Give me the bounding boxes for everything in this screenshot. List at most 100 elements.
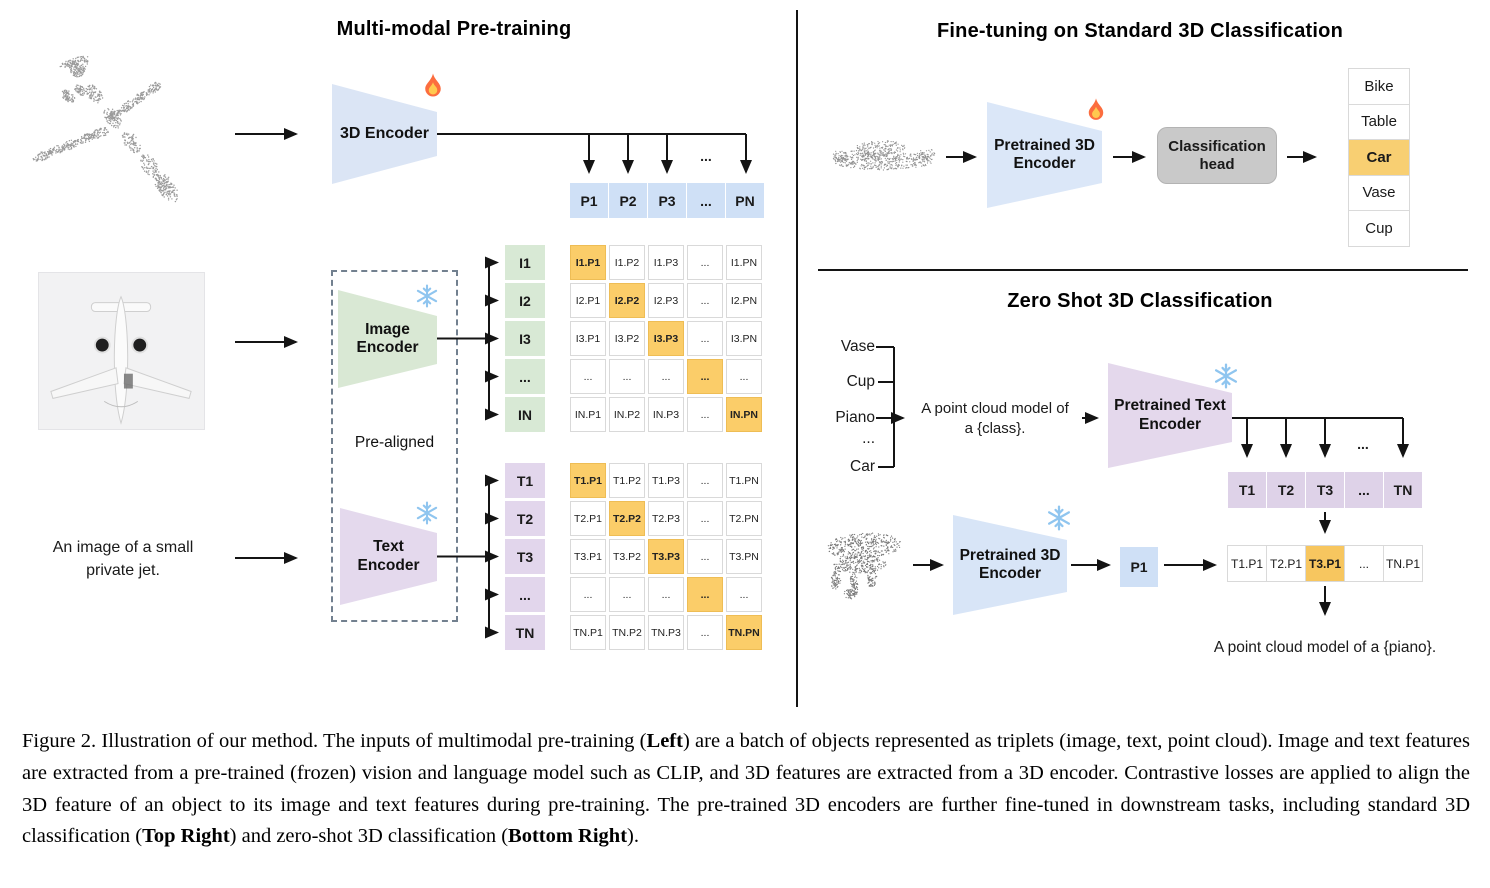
pretrained-3d-encoder-finetune: Pretrained 3D Encoder bbox=[987, 102, 1102, 208]
pretrained-text-encoder-line1: Pretrained Text bbox=[1114, 397, 1226, 415]
similarity-cell: T1.P2 bbox=[609, 463, 645, 498]
jet-drawing bbox=[50, 295, 192, 425]
zs-3d-encoder-line1: Pretrained 3D bbox=[959, 546, 1061, 564]
caption-segment: ). bbox=[627, 825, 639, 848]
similarity-cell: I1.P3 bbox=[648, 245, 684, 280]
snowflake-icon bbox=[415, 501, 439, 525]
zs-class-bracket bbox=[876, 346, 905, 468]
text-feature-cell: T2 bbox=[505, 501, 545, 536]
image-feature-cell: I1 bbox=[505, 245, 545, 280]
zs-class-car: Car bbox=[850, 458, 875, 475]
zs-similarity-cell: T1.P1 bbox=[1228, 546, 1266, 581]
similarity-cell: ... bbox=[726, 577, 762, 612]
jet-wing-right bbox=[123, 367, 192, 399]
similarity-cell: I3.P3 bbox=[648, 321, 684, 356]
p-feature-cell: P3 bbox=[648, 183, 686, 218]
similarity-cell: TN.P1 bbox=[570, 615, 606, 650]
text-encoder-label-line2: Encoder bbox=[357, 556, 420, 574]
similarity-cell: ... bbox=[648, 577, 684, 612]
zs-text-feature-cell: T1 bbox=[1228, 472, 1266, 508]
caption-bold-segment: Top Right bbox=[142, 825, 230, 848]
airplane-point-cloud bbox=[32, 55, 178, 203]
image-caption-line1: An image of a small bbox=[52, 539, 194, 556]
classification-head-line2: head bbox=[1199, 155, 1235, 173]
similarity-cell: ... bbox=[687, 321, 723, 356]
zs-class-vase: Vase bbox=[840, 338, 875, 355]
text-feature-cell: TN bbox=[505, 615, 545, 650]
snowflake-icon bbox=[1213, 363, 1239, 389]
caption-segment: Figure 2. Illustration of our method. Th… bbox=[22, 730, 647, 752]
caption-bold-segment: Bottom Right bbox=[508, 825, 628, 848]
p-feature-cell: ... bbox=[687, 183, 725, 218]
similarity-cell: IN.P1 bbox=[570, 397, 606, 432]
image-feature-column: I1 I2 I3... IN bbox=[505, 245, 545, 432]
prompt-line1: A point cloud model of bbox=[921, 400, 1069, 417]
similarity-cell: T2.PN bbox=[726, 501, 762, 536]
piano-point-cloud bbox=[827, 532, 901, 600]
snowflake-icon bbox=[1046, 505, 1072, 531]
3d-encoder-label: 3D Encoder bbox=[340, 124, 429, 142]
image-feature-cell: I3 bbox=[505, 321, 545, 356]
fire-icon bbox=[418, 72, 448, 102]
text-feature-column: T1 T2 T3... TN bbox=[505, 463, 545, 650]
similarity-cell: ... bbox=[687, 501, 723, 536]
image-encoder-label-line1: Image bbox=[365, 320, 410, 338]
class-item: Vase bbox=[1349, 175, 1409, 210]
similarity-cell: TN.P3 bbox=[648, 615, 684, 650]
similarity-cell: ... bbox=[570, 359, 606, 394]
pretrained-3d-encoder-line2: Encoder bbox=[1013, 155, 1076, 172]
similarity-cell: ... bbox=[687, 577, 723, 612]
similarity-cell: I2.P2 bbox=[609, 283, 645, 318]
jet-door bbox=[123, 373, 133, 389]
jet-engine-right bbox=[131, 336, 149, 354]
fire-icon bbox=[1082, 97, 1110, 125]
image-feature-cell: IN bbox=[505, 397, 545, 432]
class-prediction-list: Bike Table Car Vase Cup bbox=[1348, 68, 1410, 247]
similarity-cell: T2.P3 bbox=[648, 501, 684, 536]
horizontal-divider bbox=[818, 269, 1468, 271]
class-item: Bike bbox=[1349, 69, 1409, 104]
similarity-cell: ... bbox=[687, 539, 723, 574]
text-feature-cell: ... bbox=[505, 577, 545, 612]
similarity-cell: I2.PN bbox=[726, 283, 762, 318]
jet-belly-line bbox=[103, 400, 139, 408]
zs-text-feature-cell: T2 bbox=[1267, 472, 1305, 508]
caption-bold-segment: Left bbox=[646, 730, 683, 752]
similarity-cell: ... bbox=[726, 359, 762, 394]
classification-head-line1: Classification bbox=[1168, 137, 1266, 155]
zs-text-feature-cell: TN bbox=[1384, 472, 1422, 508]
similarity-cell: IN.PN bbox=[726, 397, 762, 432]
class-item: Cup bbox=[1349, 211, 1409, 246]
pre-aligned-box bbox=[331, 270, 458, 622]
class-item: Car bbox=[1349, 140, 1409, 175]
similarity-cell: ... bbox=[687, 463, 723, 498]
similarity-cell: ... bbox=[687, 397, 723, 432]
similarity-cell: T2.P1 bbox=[570, 501, 606, 536]
jet-wing-left bbox=[50, 367, 119, 399]
similarity-cell: I3.P1 bbox=[570, 321, 606, 356]
similarity-cell: ... bbox=[687, 359, 723, 394]
zs-similarity-cell: TN.P1 bbox=[1384, 546, 1422, 581]
similarity-cell: ... bbox=[570, 577, 606, 612]
similarity-cell: TN.P2 bbox=[609, 615, 645, 650]
similarity-cell: I1.P2 bbox=[609, 245, 645, 280]
vertical-divider bbox=[796, 10, 798, 707]
figure-caption: Figure 2. Illustration of our method. Th… bbox=[22, 726, 1470, 853]
similarity-cell: I3.P2 bbox=[609, 321, 645, 356]
similarity-cell: IN.P2 bbox=[609, 397, 645, 432]
p-ellipsis: ... bbox=[700, 148, 712, 164]
class-item: Table bbox=[1349, 104, 1409, 139]
prompt-text: A point cloud model of a {class}. bbox=[905, 399, 1085, 439]
similarity-cell: I2.P1 bbox=[570, 283, 606, 318]
zs-ellipsis: ... bbox=[1357, 436, 1369, 452]
similarity-cell: T3.P2 bbox=[609, 539, 645, 574]
left-panel-title: Multi-modal Pre-training bbox=[336, 18, 572, 40]
zs-similarity-cell: T2.P1 bbox=[1267, 546, 1305, 581]
similarity-cell: ... bbox=[648, 359, 684, 394]
classification-head: Classification head bbox=[1157, 127, 1277, 184]
zs-text-feature-cell: ... bbox=[1345, 472, 1383, 508]
text-feature-cell: T3 bbox=[505, 539, 545, 574]
jet-engine-left bbox=[93, 336, 111, 354]
jet-image bbox=[38, 272, 205, 430]
